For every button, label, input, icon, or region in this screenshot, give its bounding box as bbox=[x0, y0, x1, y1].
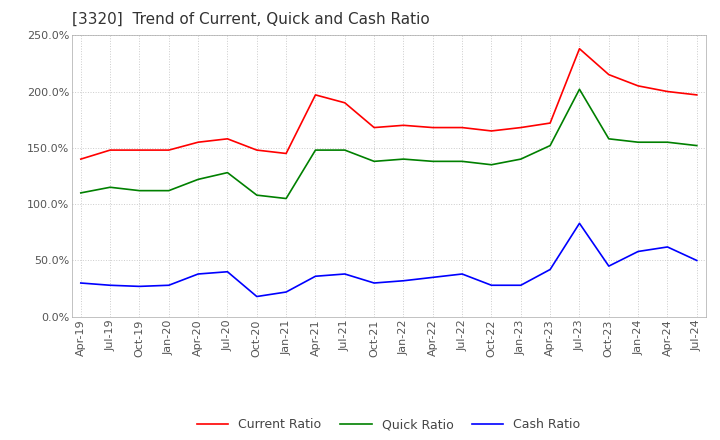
Current Ratio bbox=[634, 83, 642, 88]
Line: Quick Ratio: Quick Ratio bbox=[81, 89, 697, 198]
Current Ratio bbox=[399, 123, 408, 128]
Cash Ratio bbox=[634, 249, 642, 254]
Current Ratio bbox=[253, 147, 261, 153]
Current Ratio bbox=[487, 128, 496, 134]
Quick Ratio bbox=[663, 139, 672, 145]
Cash Ratio bbox=[194, 271, 202, 277]
Current Ratio bbox=[135, 147, 144, 153]
Cash Ratio bbox=[428, 275, 437, 280]
Current Ratio bbox=[428, 125, 437, 130]
Current Ratio bbox=[106, 147, 114, 153]
Text: [3320]  Trend of Current, Quick and Cash Ratio: [3320] Trend of Current, Quick and Cash … bbox=[72, 12, 430, 27]
Current Ratio bbox=[693, 92, 701, 98]
Quick Ratio bbox=[370, 159, 379, 164]
Current Ratio bbox=[546, 121, 554, 126]
Current Ratio bbox=[194, 139, 202, 145]
Current Ratio bbox=[311, 92, 320, 98]
Cash Ratio bbox=[341, 271, 349, 277]
Line: Cash Ratio: Cash Ratio bbox=[81, 224, 697, 297]
Quick Ratio bbox=[164, 188, 173, 193]
Quick Ratio bbox=[458, 159, 467, 164]
Quick Ratio bbox=[428, 159, 437, 164]
Current Ratio bbox=[663, 89, 672, 94]
Quick Ratio bbox=[223, 170, 232, 175]
Current Ratio bbox=[605, 72, 613, 77]
Quick Ratio bbox=[634, 139, 642, 145]
Current Ratio bbox=[223, 136, 232, 142]
Current Ratio bbox=[76, 157, 85, 162]
Quick Ratio bbox=[253, 193, 261, 198]
Current Ratio bbox=[575, 46, 584, 51]
Cash Ratio bbox=[487, 282, 496, 288]
Current Ratio bbox=[341, 100, 349, 106]
Quick Ratio bbox=[546, 143, 554, 148]
Quick Ratio bbox=[399, 157, 408, 162]
Current Ratio bbox=[370, 125, 379, 130]
Cash Ratio bbox=[575, 221, 584, 226]
Quick Ratio bbox=[516, 157, 525, 162]
Quick Ratio bbox=[282, 196, 290, 201]
Legend: Current Ratio, Quick Ratio, Cash Ratio: Current Ratio, Quick Ratio, Cash Ratio bbox=[192, 413, 585, 436]
Cash Ratio bbox=[282, 290, 290, 295]
Cash Ratio bbox=[458, 271, 467, 277]
Cash Ratio bbox=[311, 274, 320, 279]
Cash Ratio bbox=[546, 267, 554, 272]
Quick Ratio bbox=[76, 190, 85, 195]
Quick Ratio bbox=[487, 162, 496, 167]
Cash Ratio bbox=[76, 280, 85, 286]
Cash Ratio bbox=[399, 278, 408, 283]
Current Ratio bbox=[458, 125, 467, 130]
Quick Ratio bbox=[106, 185, 114, 190]
Cash Ratio bbox=[605, 264, 613, 269]
Quick Ratio bbox=[135, 188, 144, 193]
Cash Ratio bbox=[253, 294, 261, 299]
Cash Ratio bbox=[223, 269, 232, 275]
Current Ratio bbox=[516, 125, 525, 130]
Cash Ratio bbox=[164, 282, 173, 288]
Current Ratio bbox=[282, 151, 290, 156]
Cash Ratio bbox=[693, 258, 701, 263]
Line: Current Ratio: Current Ratio bbox=[81, 49, 697, 159]
Cash Ratio bbox=[516, 282, 525, 288]
Quick Ratio bbox=[605, 136, 613, 142]
Cash Ratio bbox=[135, 284, 144, 289]
Quick Ratio bbox=[575, 87, 584, 92]
Cash Ratio bbox=[370, 280, 379, 286]
Cash Ratio bbox=[106, 282, 114, 288]
Quick Ratio bbox=[311, 147, 320, 153]
Current Ratio bbox=[164, 147, 173, 153]
Cash Ratio bbox=[663, 244, 672, 249]
Quick Ratio bbox=[341, 147, 349, 153]
Quick Ratio bbox=[194, 177, 202, 182]
Quick Ratio bbox=[693, 143, 701, 148]
